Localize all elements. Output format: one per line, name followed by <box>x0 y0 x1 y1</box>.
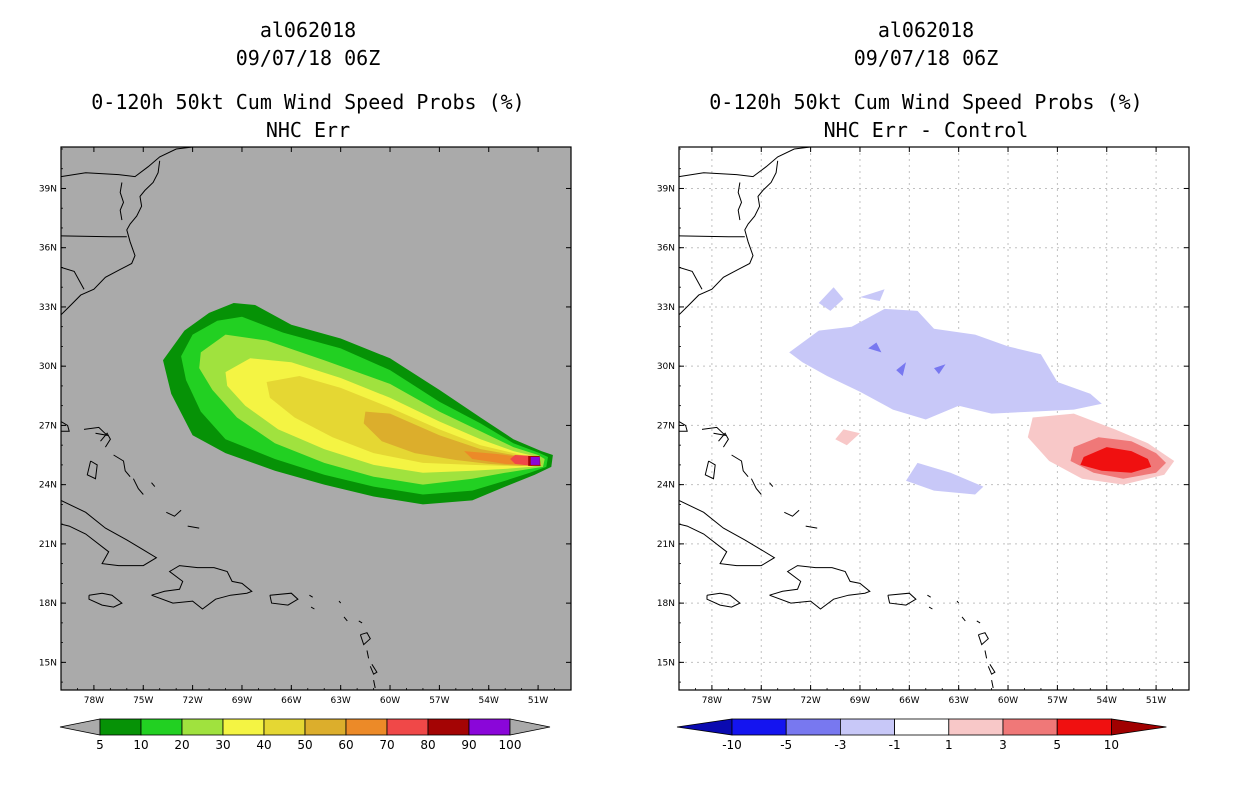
colorbar-swatch <box>181 718 224 736</box>
chart-subtitle-right: NHC Err - Control <box>823 118 1029 142</box>
coastline <box>61 421 70 432</box>
colorbar-label: 70 <box>379 738 394 752</box>
coastline <box>310 606 315 610</box>
coastline <box>61 266 85 290</box>
x-tick-label: 51W <box>528 696 548 706</box>
contour-50 <box>363 411 539 466</box>
x-tick-label: 54W <box>479 696 499 706</box>
coastline <box>343 616 348 622</box>
colorbar-swatch <box>99 718 142 736</box>
y-tick-label: 36N <box>39 244 57 254</box>
colorbar-swatch <box>468 718 511 736</box>
colorbar-swatch <box>386 718 429 736</box>
storm-id-right: al062018 <box>877 18 975 42</box>
coastline <box>366 650 370 659</box>
colorbar-label: 20 <box>174 738 189 752</box>
coastline <box>338 600 342 604</box>
colorbar-label: 10 <box>133 738 148 752</box>
contour-90 <box>530 457 540 465</box>
y-tick-label: 33N <box>39 303 57 313</box>
y-tick-label: 30N <box>39 362 57 372</box>
coastline <box>151 565 253 610</box>
coastline <box>61 235 127 238</box>
coastline <box>309 594 313 598</box>
colorbar-label: 50 <box>297 738 312 752</box>
y-tick-label: 24N <box>39 481 57 491</box>
coastline <box>187 525 200 529</box>
y-tick-label: 39N <box>39 184 57 194</box>
x-tick-label: 72W <box>182 696 202 706</box>
coastline <box>166 509 182 517</box>
map-frame <box>60 146 572 691</box>
colorbar-swatch <box>263 718 306 736</box>
datetime-right: 09/07/18 06Z <box>853 46 999 70</box>
colorbar-swatch <box>427 718 470 736</box>
colorbar-label: 90 <box>461 738 476 752</box>
coastline <box>359 632 371 646</box>
x-tick-label: 63W <box>330 696 350 706</box>
colorbar-label: 80 <box>420 738 435 752</box>
x-tick-label: 75W <box>133 696 153 706</box>
x-tick-label: 60W <box>380 696 400 706</box>
chart-subtitle-left: NHC Err <box>265 118 351 142</box>
x-tick-label: 57W <box>429 696 449 706</box>
colorbar-label: 60 <box>338 738 353 752</box>
coastline <box>119 182 125 221</box>
x-tick-label: 66W <box>281 696 301 706</box>
y-tick-label: 27N <box>39 421 57 431</box>
x-tick-label: 69W <box>232 696 252 706</box>
y-tick-label: 21N <box>39 540 57 550</box>
coastline <box>269 592 299 606</box>
coastline <box>83 426 109 437</box>
coastline <box>100 432 111 448</box>
storm-id-left: al062018 <box>259 18 357 42</box>
colorbar-label: 100 <box>499 738 522 752</box>
chart-title-left: 0-120h 50kt Cum Wind Speed Probs (%) <box>91 90 525 114</box>
chart-title-right: 0-120h 50kt Cum Wind Speed Probs (%) <box>709 90 1143 114</box>
colorbar-swatch <box>222 718 265 736</box>
colorbar-label: 30 <box>215 738 230 752</box>
colorbar-swatch <box>304 718 347 736</box>
y-tick-label: 15N <box>39 658 57 668</box>
coastline <box>132 478 144 495</box>
coastline <box>151 482 156 487</box>
coastline <box>61 147 193 178</box>
x-tick-label: 78W <box>84 696 104 706</box>
coastline <box>61 160 161 316</box>
colorbar-label: 40 <box>256 738 271 752</box>
coastline <box>358 620 363 624</box>
coastline <box>61 499 158 567</box>
colorbar-arrow-high <box>509 718 551 736</box>
datetime-left: 09/07/18 06Z <box>235 46 381 70</box>
y-tick-label: 18N <box>39 599 57 609</box>
coastline <box>373 680 376 689</box>
coastline <box>86 460 98 480</box>
colorbar-label: 5 <box>96 738 104 752</box>
colorbar-swatch <box>140 718 183 736</box>
colorbar-swatch <box>345 718 388 736</box>
coastline <box>88 592 123 608</box>
coastline <box>113 454 131 478</box>
colorbar-arrow-low <box>59 718 101 736</box>
coastline <box>369 664 378 675</box>
